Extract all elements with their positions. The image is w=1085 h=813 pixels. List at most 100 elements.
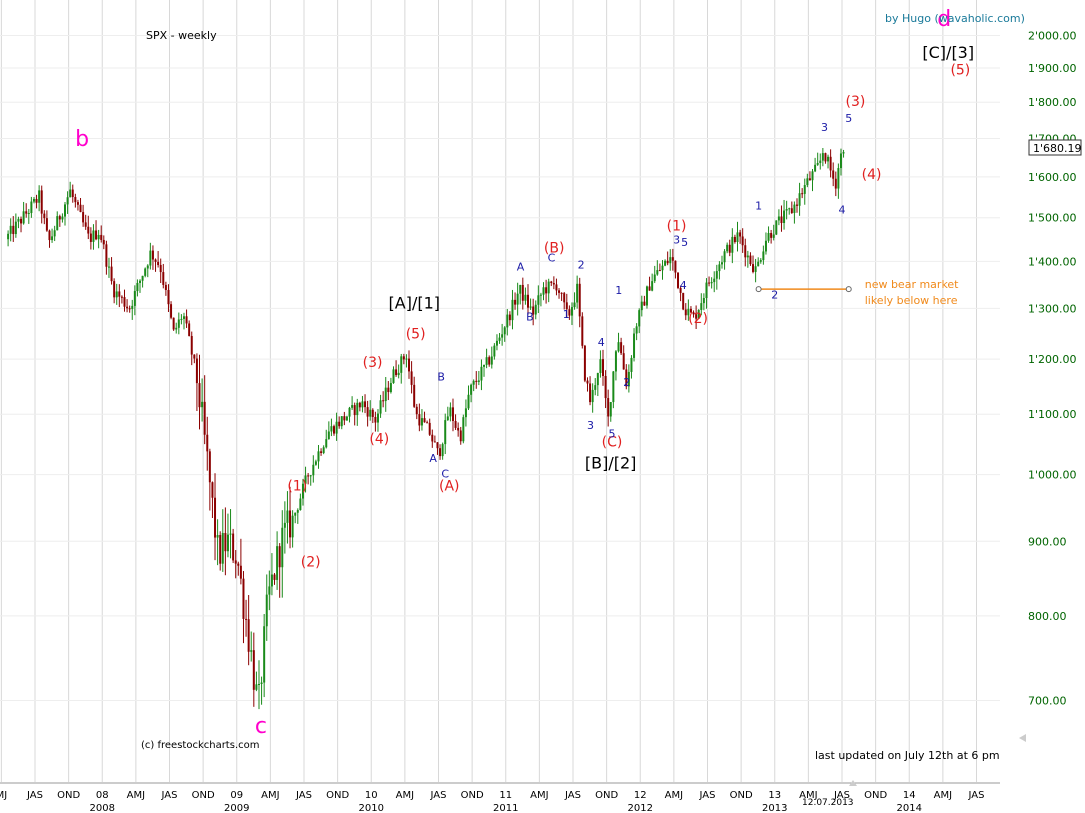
candle bbox=[224, 507, 227, 576]
candle bbox=[32, 197, 35, 204]
candle-body bbox=[718, 264, 721, 272]
candle bbox=[770, 229, 773, 244]
candle-body bbox=[51, 236, 54, 241]
candle-body bbox=[744, 245, 747, 258]
candle bbox=[692, 310, 695, 318]
candle-body bbox=[71, 189, 74, 198]
candle bbox=[581, 312, 584, 349]
bear-line-handle-start[interactable] bbox=[755, 286, 762, 293]
candle bbox=[120, 295, 123, 304]
candle bbox=[708, 276, 711, 287]
candle-body bbox=[229, 533, 232, 535]
candle bbox=[211, 481, 214, 519]
candle-body bbox=[705, 282, 708, 299]
candle-body bbox=[526, 294, 529, 308]
candle bbox=[645, 285, 648, 309]
candle-body bbox=[816, 163, 819, 165]
candle bbox=[400, 353, 403, 384]
candle-body bbox=[581, 316, 584, 346]
x-year-label: 2010 bbox=[359, 803, 384, 813]
x-tick-label: JAS bbox=[430, 790, 447, 801]
candle bbox=[14, 213, 17, 238]
candle-body bbox=[307, 475, 310, 477]
candle bbox=[552, 276, 555, 290]
candle bbox=[64, 202, 67, 226]
candle bbox=[819, 153, 822, 170]
candle bbox=[136, 279, 139, 297]
candle bbox=[364, 394, 367, 414]
candle-body bbox=[113, 281, 116, 298]
candle bbox=[126, 299, 129, 313]
candle bbox=[726, 242, 729, 254]
candle-body bbox=[762, 251, 765, 261]
candle bbox=[470, 383, 473, 403]
bear-line-handle-end[interactable] bbox=[845, 286, 852, 293]
candle bbox=[749, 252, 752, 266]
candle-body bbox=[801, 193, 804, 195]
candle-body bbox=[327, 431, 330, 440]
candle-body bbox=[30, 201, 33, 214]
candle-body bbox=[95, 230, 98, 240]
candle bbox=[133, 285, 136, 316]
candle-body bbox=[777, 216, 780, 221]
candle-body bbox=[614, 351, 617, 372]
candle-body bbox=[545, 287, 548, 294]
candle-body bbox=[322, 447, 325, 453]
candle bbox=[384, 377, 387, 412]
candle-body bbox=[728, 244, 731, 253]
wave-label-blue: A bbox=[429, 452, 437, 465]
candle-body bbox=[715, 271, 718, 279]
x-tick-label: 14 bbox=[903, 790, 916, 801]
candle bbox=[516, 282, 519, 316]
candle bbox=[653, 265, 656, 284]
candle-body bbox=[436, 442, 439, 449]
candle bbox=[92, 224, 95, 250]
candle-body bbox=[133, 291, 136, 306]
candle-body bbox=[832, 170, 835, 179]
candle bbox=[66, 191, 69, 214]
wave-label-blue: 4 bbox=[680, 279, 687, 292]
candle-body bbox=[325, 439, 328, 448]
candle-body bbox=[312, 464, 315, 476]
candle-body bbox=[669, 257, 672, 264]
candle bbox=[451, 398, 454, 432]
wave-annotations: b c d [A]/[1] [B]/[2] [C]/[3] (1) (2) (3) (4) (5) (… bbox=[75, 7, 974, 739]
candle-body bbox=[208, 451, 211, 483]
candle bbox=[283, 501, 286, 554]
candle-body bbox=[658, 270, 661, 272]
candle bbox=[366, 400, 369, 427]
candle bbox=[446, 406, 449, 421]
candle bbox=[338, 416, 341, 429]
candle-body bbox=[470, 384, 473, 395]
candle bbox=[48, 229, 51, 248]
candle bbox=[51, 228, 54, 243]
candle-body bbox=[164, 284, 167, 290]
candle bbox=[710, 277, 713, 289]
candle bbox=[635, 323, 638, 341]
credit-label[interactable]: by Hugo (wavaholic.com) bbox=[885, 12, 1025, 25]
candle-body bbox=[819, 160, 822, 164]
candle-body bbox=[684, 309, 687, 316]
candle-body bbox=[263, 626, 266, 683]
candle bbox=[208, 448, 211, 511]
candle-body bbox=[172, 317, 175, 330]
wave-label-red: (5) bbox=[950, 63, 970, 79]
candle bbox=[788, 207, 791, 215]
candle bbox=[795, 198, 798, 213]
candle bbox=[602, 349, 605, 386]
candle bbox=[162, 263, 165, 289]
candle bbox=[493, 343, 496, 360]
candle-body bbox=[167, 289, 170, 305]
candle-body bbox=[420, 418, 423, 426]
candle-body bbox=[664, 260, 667, 266]
candle bbox=[547, 278, 550, 303]
candle bbox=[741, 228, 744, 253]
candle-body bbox=[514, 299, 517, 305]
candle-body bbox=[170, 304, 173, 318]
candle-body bbox=[723, 251, 726, 263]
candle bbox=[529, 298, 532, 310]
candle bbox=[369, 400, 372, 421]
wave-label-red: (3) bbox=[846, 94, 866, 110]
candle-body bbox=[519, 284, 522, 294]
candle bbox=[583, 344, 586, 383]
